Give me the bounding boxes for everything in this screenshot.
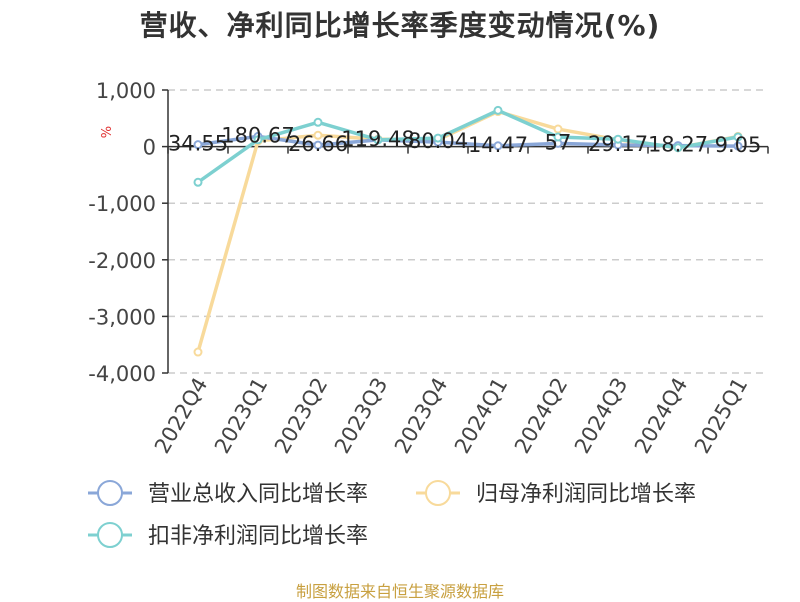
data-label: 14.47 [468,133,528,157]
data-label: 29.17 [588,132,648,156]
data-point [553,132,563,142]
x-tick-label: 2024Q3 [570,374,632,458]
grid-layer [168,89,768,374]
data-point [193,140,203,150]
legend-label: 归母净利润同比增长率 [476,482,696,507]
y-axis-unit-label: % [100,126,115,138]
x-tick-label: 2023Q2 [270,374,332,458]
data-label: 26.66 [288,132,348,156]
data-label: 119.48 [341,127,414,151]
x-tick-label: 2023Q1 [210,374,272,458]
legend-label: 营业总收入同比增长率 [148,482,368,507]
x-tick-label: 2023Q3 [330,374,392,458]
data-point [373,135,383,145]
chart-title: 营收、净利同比增长率季度变动情况(%) [139,9,661,42]
x-tick-label: 2023Q4 [390,374,452,458]
data-label: 57 [545,130,572,154]
y-tick-label: -1,000 [88,192,156,216]
y-tick-label: 1,000 [96,79,156,103]
x-tick-label: 2022Q4 [150,374,212,458]
data-point [733,132,743,142]
series-layer [193,105,743,357]
data-point [673,143,683,153]
data-point [193,177,203,187]
data-point [493,141,503,151]
data-point [313,130,323,140]
x-tick-label: 2024Q4 [630,374,692,458]
y-tick-label: -2,000 [88,249,156,273]
x-tick-label: 2024Q2 [510,374,572,458]
data-label: 9.05 [715,133,762,157]
data-point [733,141,743,151]
legend-marker [97,480,123,506]
x-tick-label: 2025Q1 [690,374,752,458]
legend-marker [97,522,123,548]
y-tick-label: 0 [143,136,156,160]
data-point [313,140,323,150]
data-point [313,117,323,127]
series-line [197,134,739,148]
y-tick-label: -4,000 [88,362,156,386]
legend-label: 扣非净利润同比增长率 [148,524,368,549]
series-line [196,108,739,184]
data-label: 34.55 [168,132,228,156]
data-point [193,347,203,357]
y-tick-label: -3,000 [88,305,156,329]
data-point [433,133,443,143]
data-label: 18.27 [648,133,708,157]
source-note: 制图数据来自恒生聚源数据库 [295,582,504,601]
data-point [613,134,623,144]
data-point [253,135,263,145]
data-label: 80.04 [408,129,468,153]
x-tick-label: 2024Q1 [450,374,512,458]
legend-marker [425,480,451,506]
data-label: 180.67 [221,123,294,147]
data-point [493,105,503,115]
